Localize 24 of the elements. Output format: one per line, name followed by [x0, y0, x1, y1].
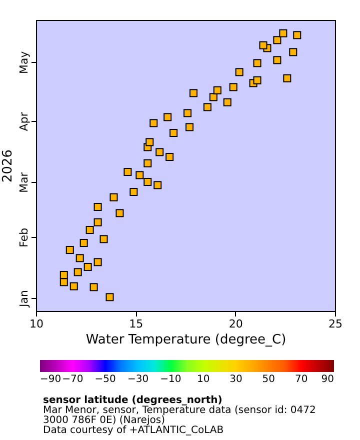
color-bar-title: sensor latitude (degrees_north) — [43, 395, 222, 406]
color-bar-label: −50 — [94, 374, 116, 385]
y-tick-label: Apr — [18, 112, 30, 132]
color-bar-label: −10 — [160, 374, 182, 385]
y-tick-label: Jan — [18, 290, 30, 308]
text: Data courtesy of +ATLANTIC_CoLAB — [43, 425, 224, 436]
color-bar-label: −70 — [62, 374, 84, 385]
y-tick-label: May — [18, 50, 30, 74]
color-bar-label: 70 — [294, 374, 308, 385]
y-tick-label: Mar — [18, 172, 30, 193]
x-axis-title: Water Temperature (degree_C) — [86, 332, 286, 348]
y-tick-label: Feb — [18, 228, 30, 248]
color-bar-label: 90 — [321, 374, 334, 385]
color-bar-label: 30 — [230, 374, 242, 385]
color-bar-label: 50 — [262, 374, 276, 385]
text: Mar Menor, sensor, Temperature data (sensor id: 0472 3000 786F 0E) (Narejos) — [43, 405, 316, 426]
color-bar-label: −90 — [40, 374, 62, 385]
color-bar-label: 10 — [196, 374, 210, 385]
y-axis-title: 2026 — [0, 149, 16, 183]
x-tick-label: 10 — [30, 318, 44, 330]
color-bar-label: −30 — [127, 374, 149, 385]
x-tick-label: 25 — [328, 318, 342, 330]
x-tick-label: 20 — [228, 318, 243, 330]
x-tick-label: 15 — [129, 318, 144, 330]
